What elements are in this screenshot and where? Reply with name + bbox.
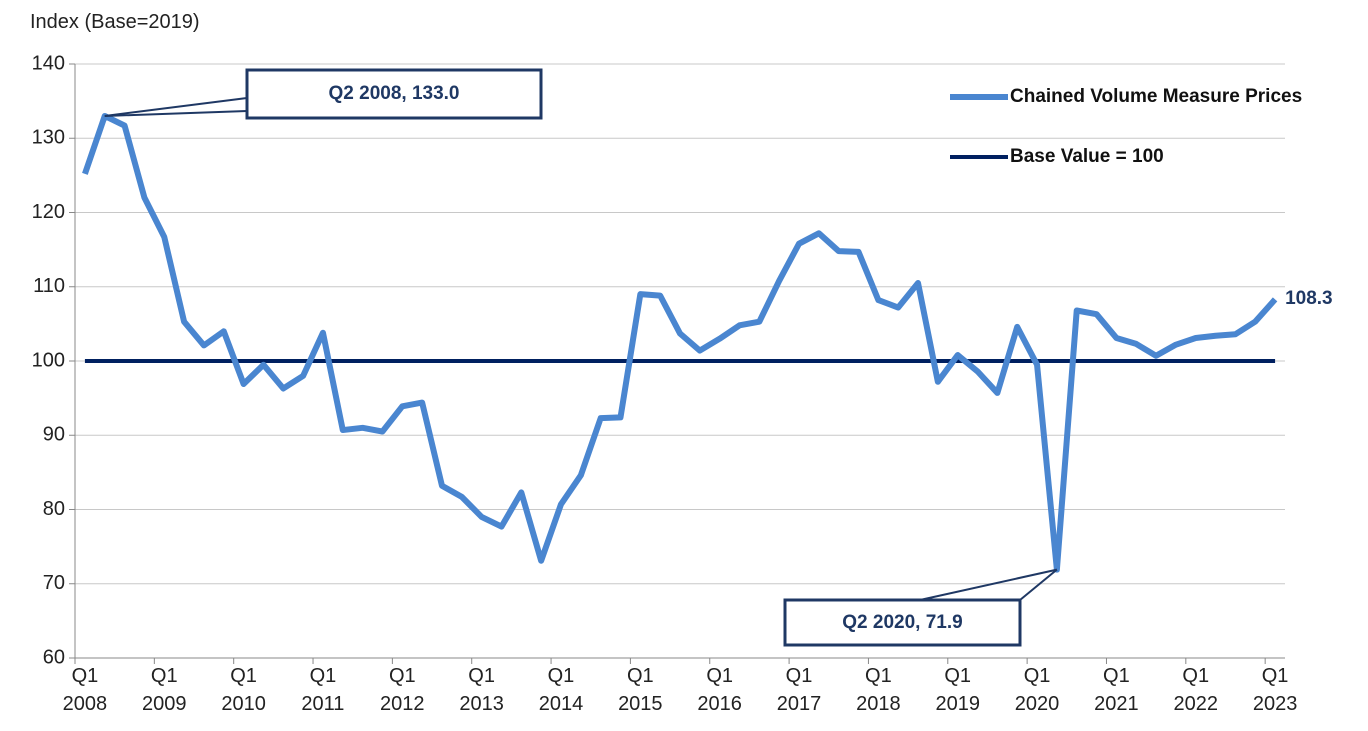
callout-line [1019,568,1058,601]
x-tick-label: Q1 2021 [1094,665,1139,715]
y-tick-label: 110 [33,275,65,297]
y-axis-label: Index (Base=2019) [30,11,200,33]
x-tick-label: Q1 2015 [618,665,663,715]
x-tick-label: Q1 2014 [538,665,584,715]
x-tick-label: Q1 2009 [142,665,187,715]
callout-box [245,68,543,120]
x-tick-label: Q1 2023 [1252,665,1298,715]
callout-line [104,110,248,117]
callout-line [919,568,1058,601]
y-tick-label: 70 [43,572,65,594]
legend-label: Chained Volume Measure Prices [1010,86,1303,107]
x-tick-label: Q1 2013 [459,665,504,715]
value-label: 108.3 [1285,288,1333,310]
x-tick-label: Q1 2008 [62,665,108,715]
x-tick-label: Q1 2017 [776,665,822,715]
y-tick-label: 90 [43,424,65,446]
value-label: Q2 2008, 133.0 [328,83,460,104]
y-tick-label: 80 [43,498,65,520]
callout-box [783,598,1022,647]
y-tick-label: 120 [32,201,65,223]
y-tick-label: 100 [32,349,65,371]
x-tick-label: Q1 2020 [1014,665,1060,715]
x-tick-label: Q1 2018 [856,665,901,715]
x-tick-label: Q1 2012 [380,665,425,715]
legend-label: Base Value = 100 [1010,146,1164,167]
x-tick-label: Q1 2019 [935,665,980,715]
value-label: Q2 2020, 71.9 [842,612,963,633]
x-tick-label: Q1 2022 [1173,665,1218,715]
y-tick-label: 60 [43,646,65,668]
x-tick-label: Q1 2011 [301,665,345,715]
callout-line [104,97,248,117]
y-tick-label: 140 [32,52,65,74]
x-tick-label: Q1 2010 [221,665,266,715]
x-tick-label: Q1 2016 [697,665,742,715]
series-line [82,112,1278,573]
y-tick-label: 130 [32,127,65,149]
